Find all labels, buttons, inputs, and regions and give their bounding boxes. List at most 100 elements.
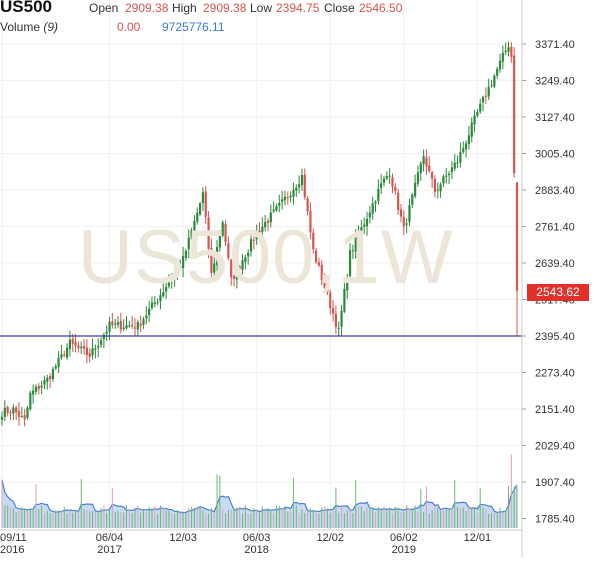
time-tick-year-label: 2017 <box>97 544 121 556</box>
candle-body <box>184 250 188 258</box>
candle-body <box>317 262 321 266</box>
candle-body <box>224 223 227 242</box>
candle-body <box>295 187 298 191</box>
candle-body <box>105 331 108 334</box>
candle-body <box>23 415 26 420</box>
candle-body <box>221 222 224 236</box>
candle-body <box>238 266 241 269</box>
time-tick-label: 12/03 <box>169 532 197 544</box>
candle-body <box>9 412 12 414</box>
candle-body <box>198 203 202 215</box>
candle-body <box>49 376 52 380</box>
candle-body <box>428 165 431 172</box>
candle-body <box>37 386 40 390</box>
candle-body <box>230 259 233 278</box>
candle-body <box>439 184 442 192</box>
candle-body <box>60 354 63 358</box>
candle-body <box>65 347 69 358</box>
candle-body <box>513 55 516 174</box>
candle-body <box>431 172 434 179</box>
candle-body <box>165 286 168 292</box>
candle-body <box>85 347 88 356</box>
candle-body <box>63 354 66 356</box>
time-tick-label: 06/03 <box>243 532 271 544</box>
candle-body <box>162 292 165 297</box>
candle-body <box>337 327 340 329</box>
candle-body <box>241 260 244 270</box>
candle-body <box>504 50 507 53</box>
candle-body <box>148 308 151 316</box>
candle-body <box>425 157 428 167</box>
candle-body <box>484 96 487 98</box>
candle-body <box>0 416 4 420</box>
candle-body <box>408 205 411 222</box>
candle-body <box>473 115 476 125</box>
candle-body <box>249 239 253 252</box>
candle-body <box>142 319 145 325</box>
candle-body <box>303 174 306 198</box>
open-label: Open <box>89 1 119 15</box>
candle-body <box>283 196 287 201</box>
candle-body <box>281 199 284 202</box>
volume-value-1: 0.00 <box>117 20 141 34</box>
price-tick-label: 3005.40 <box>535 149 575 161</box>
candle-body <box>515 182 519 291</box>
candle-body <box>156 301 159 303</box>
candle-body <box>68 339 72 349</box>
candle-body <box>108 321 111 332</box>
candle-body <box>114 323 117 325</box>
candle-body <box>179 266 182 269</box>
candle-body <box>365 218 369 227</box>
candle-body <box>269 212 272 223</box>
candle-body <box>232 276 236 279</box>
candle-body <box>462 148 465 153</box>
time-tick-label: 06/04 <box>96 532 124 544</box>
candle-body <box>204 191 207 217</box>
candle-body <box>26 407 29 418</box>
close-label: Close <box>324 1 355 15</box>
candle-body <box>210 247 213 273</box>
candle-body <box>326 288 329 293</box>
candle-body <box>227 242 230 259</box>
price-tick-label: 2029.40 <box>535 441 575 453</box>
candle-body <box>46 377 49 382</box>
price-tick-label: 2273.40 <box>535 368 575 380</box>
price-tick-label: 2395.40 <box>535 331 575 343</box>
candle-body <box>173 272 176 279</box>
candle-body <box>32 390 35 395</box>
time-tick-year-label: 2018 <box>244 544 268 556</box>
candle-body <box>357 234 360 237</box>
candle-body <box>150 302 154 308</box>
time-tick-year-label: 2019 <box>392 544 416 556</box>
candle-body <box>20 416 23 418</box>
candle-body <box>190 230 193 239</box>
candle-body <box>196 212 199 222</box>
candle-body <box>416 172 420 184</box>
candle-body <box>360 227 363 237</box>
candle-body <box>111 321 114 326</box>
time-tick-label: 12/02 <box>316 532 344 544</box>
candle-body <box>496 68 499 76</box>
candle-body <box>54 366 57 369</box>
candle-body <box>348 250 352 277</box>
candle-body <box>487 86 490 97</box>
high-label: High <box>172 1 197 15</box>
candle-body <box>300 175 304 186</box>
candle-body <box>453 162 456 169</box>
candle-body <box>193 221 196 231</box>
volume-label: Volume <box>0 20 41 34</box>
price-tick-label: 1907.40 <box>535 477 575 489</box>
candle-body <box>510 46 513 57</box>
high-value: 2909.38 <box>203 1 247 15</box>
candle-body <box>286 197 289 199</box>
grid-lines <box>0 0 522 528</box>
price-tick-label: 2639.40 <box>535 258 575 270</box>
candle-body <box>456 162 459 164</box>
candle-body <box>207 217 210 249</box>
candle-body <box>51 368 55 379</box>
candle-body <box>43 380 46 385</box>
candle-body <box>394 187 397 192</box>
candle-body <box>176 267 179 272</box>
